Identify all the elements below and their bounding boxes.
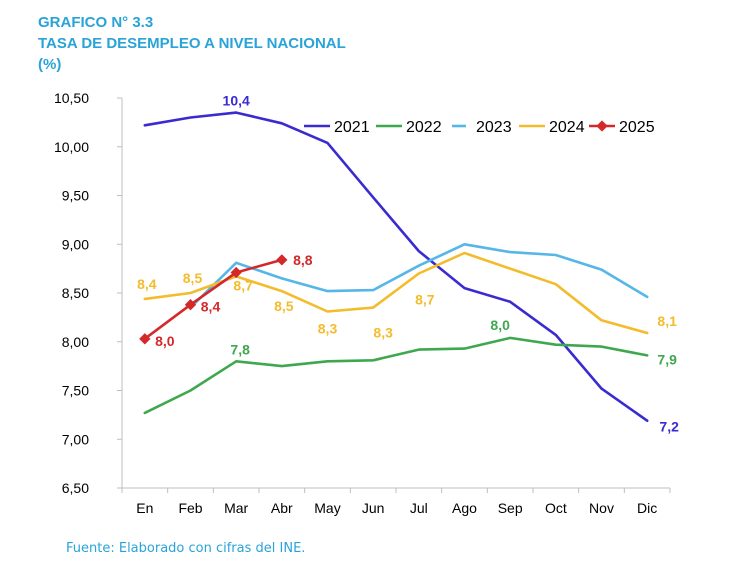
y-tick-label: 8,50 <box>62 285 89 301</box>
x-tick-label: Nov <box>589 500 614 516</box>
x-tick-label: Jul <box>410 500 428 516</box>
series-line-2021 <box>143 111 649 422</box>
series-line-2023 <box>189 243 649 309</box>
data-point-2025 <box>139 333 151 345</box>
y-tick-label: 7,50 <box>62 383 89 399</box>
chart-title: TASA DE DESEMPLEO A NIVEL NACIONAL <box>38 35 346 52</box>
data-label: 8,8 <box>293 252 313 268</box>
data-label: 8,7 <box>233 277 253 293</box>
source-note: Fuente: Elaborado con cifras del INE. <box>66 541 306 556</box>
data-label: 7,2 <box>659 419 679 435</box>
x-tick-label: Oct <box>545 500 567 516</box>
y-tick-label: 8,00 <box>62 334 89 350</box>
legend-label-2024: 2024 <box>549 119 585 136</box>
chart-title-block: GRAFICO N° 3.3 TASA DE DESEMPLEO A NIVEL… <box>38 12 346 75</box>
legend-label-2025: 2025 <box>619 119 655 136</box>
series-line-2024 <box>143 251 649 335</box>
data-label: 8,4 <box>201 299 221 315</box>
legend-label-2023: 2023 <box>476 119 512 136</box>
figure-number: GRAFICO N° 3.3 <box>38 14 154 31</box>
y-tick-label: 9,00 <box>62 236 89 252</box>
data-label: 8,3 <box>318 321 338 337</box>
y-tick-label: 10,50 <box>54 90 89 106</box>
data-label: 8,1 <box>657 313 677 329</box>
unit-label: (%) <box>38 56 62 73</box>
data-label: 8,3 <box>373 325 393 341</box>
x-tick-label: Feb <box>178 500 202 516</box>
data-point-2025 <box>230 266 242 279</box>
series-line-2025 <box>143 258 284 341</box>
x-tick-label: Sep <box>498 500 523 516</box>
data-label: 10,4 <box>223 93 250 109</box>
y-tick-label: 6,50 <box>62 480 89 496</box>
x-tick-label: Jun <box>362 500 385 516</box>
x-tick-label: Mar <box>224 500 248 516</box>
y-tick-label: 7,00 <box>62 431 89 447</box>
data-label: 8,5 <box>183 270 203 286</box>
legend-marker-2025 <box>596 120 608 132</box>
data-label: 8,5 <box>274 298 294 314</box>
series-line-2022 <box>143 336 649 415</box>
legend-label-2021: 2021 <box>334 119 370 136</box>
x-tick-label: En <box>136 500 153 516</box>
x-tick-label: Abr <box>271 500 293 516</box>
y-tick-label: 10,00 <box>54 139 89 155</box>
data-label: 8,0 <box>490 317 510 333</box>
x-tick-label: Dic <box>637 500 657 516</box>
x-tick-label: Ago <box>452 500 477 516</box>
data-label: 8,7 <box>415 292 435 308</box>
data-label: 8,0 <box>155 333 175 349</box>
y-tick-label: 9,50 <box>62 188 89 204</box>
data-label: 7,8 <box>230 341 250 357</box>
data-label: 8,4 <box>137 276 157 292</box>
legend-label-2022: 2022 <box>406 119 442 136</box>
data-point-2025 <box>184 299 197 311</box>
data-point-2025 <box>276 254 288 266</box>
data-label: 7,9 <box>657 351 677 367</box>
x-tick-label: May <box>314 500 340 516</box>
